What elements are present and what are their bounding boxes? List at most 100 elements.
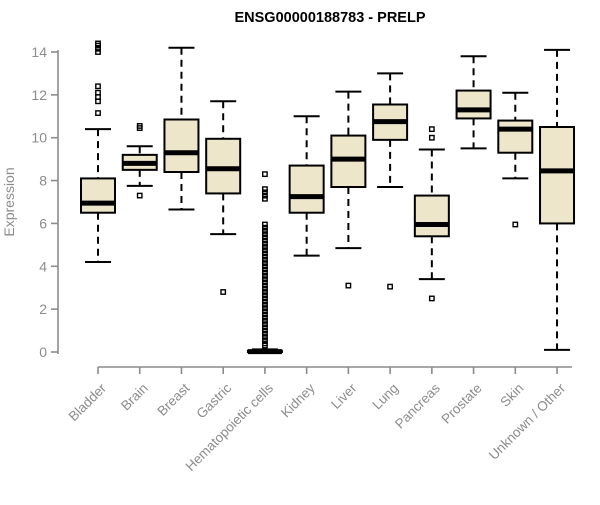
outlier-point [387, 283, 394, 290]
iqr-box [80, 177, 116, 214]
x-category-label: Brain [118, 381, 151, 414]
chart-title: ENSG00000188783 - PRELP [234, 10, 425, 26]
outlier-point [95, 83, 101, 90]
outlier-point [262, 318, 268, 324]
outlier-point [262, 253, 268, 260]
outlier-point [262, 314, 268, 321]
outlier-point [262, 298, 268, 305]
outlier-point [262, 237, 268, 244]
x-category-label: Kidney [278, 380, 318, 420]
y-tick-label: 12 [31, 87, 47, 103]
outlier-point [262, 279, 268, 286]
outlier-point [136, 192, 143, 199]
boxplot-kidney [288, 115, 325, 257]
y-tick-label: 14 [31, 44, 47, 60]
outlier-point [262, 260, 268, 266]
y-tick-label: 8 [39, 173, 47, 189]
boxplot-lung [372, 72, 409, 290]
outlier-point [262, 244, 268, 250]
boxplot-liver [330, 90, 367, 289]
iqr-box [539, 126, 576, 225]
outlier-point [262, 311, 268, 318]
iqr-box [205, 137, 242, 195]
outlier-point [262, 250, 268, 257]
x-category-label: Breast [154, 380, 192, 418]
x-category-label: Lung [369, 381, 401, 413]
y-tick-label: 0 [39, 344, 47, 360]
outlier-point [262, 240, 268, 247]
outlier-point [95, 89, 101, 96]
outlier-point [262, 247, 268, 254]
y-tick-label: 2 [39, 301, 47, 317]
outlier-point [262, 221, 268, 228]
outlier-point [262, 295, 268, 302]
x-category-label: Pancreas [392, 380, 443, 431]
outlier-point [262, 301, 268, 308]
boxplot-bladder [80, 40, 116, 263]
x-category-label: Bladder [66, 380, 110, 424]
boxplot-brain [121, 123, 158, 199]
outlier-point [262, 234, 268, 241]
outlier-point [95, 40, 101, 47]
outlier-point [95, 49, 101, 55]
outlier-point [262, 171, 268, 178]
outlier-point [262, 228, 268, 234]
outlier-point [512, 221, 519, 228]
outlier-point [428, 126, 435, 133]
outlier-point [262, 305, 268, 311]
outlier-point [262, 276, 268, 283]
x-category-label: Prostate [439, 381, 485, 427]
outlier-point [220, 289, 227, 295]
iqr-box [288, 164, 325, 214]
iqr-box [497, 119, 534, 154]
y-tick-label: 10 [31, 130, 47, 146]
outlier-point [95, 110, 101, 116]
outlier-point [262, 289, 268, 295]
outlier-point [262, 195, 268, 202]
iqr-box [455, 89, 492, 120]
x-category-label: Unknown / Other [486, 380, 569, 463]
y-tick-label: 6 [39, 215, 47, 231]
boxplot-prostate [455, 55, 492, 150]
outlier-point [262, 231, 268, 238]
outlier-point [262, 292, 268, 299]
iqr-box [413, 194, 450, 238]
boxplot-breast [163, 46, 200, 211]
outlier-point [262, 330, 268, 337]
outlier-point [262, 282, 268, 289]
outlier-point [262, 192, 268, 199]
outlier-point [428, 295, 435, 302]
iqr-box [163, 118, 200, 173]
boxplot-skin [497, 91, 534, 228]
outlier-point [262, 342, 268, 349]
outlier-point [262, 334, 268, 340]
outlier-point [262, 189, 268, 196]
outlier-point [262, 256, 268, 263]
boxplot-gastric [205, 100, 242, 295]
outlier-point [262, 186, 268, 193]
boxplot-hematopoietic-cells [246, 171, 283, 355]
x-category-label: Liver [328, 380, 360, 412]
outlier-point [262, 224, 268, 231]
outlier-point [262, 263, 268, 270]
y-axis-label: Expression [1, 167, 17, 236]
outlier-point [262, 285, 268, 292]
outlier-point [136, 123, 143, 129]
outlier-point [428, 134, 435, 141]
y-tick-label: 4 [39, 258, 47, 274]
boxplot-unknown-other [539, 48, 576, 351]
outlier-point [262, 327, 268, 334]
outlier-point [262, 308, 268, 315]
outlier-point [262, 324, 268, 331]
outlier-point [262, 273, 268, 279]
outlier-point [262, 337, 268, 344]
outlier-point [262, 266, 268, 273]
boxplot-pancreas [413, 126, 450, 302]
outlier-point [262, 269, 268, 276]
outlier-point [95, 45, 101, 52]
x-category-label: Skin [497, 381, 526, 410]
outlier-point [262, 321, 268, 328]
